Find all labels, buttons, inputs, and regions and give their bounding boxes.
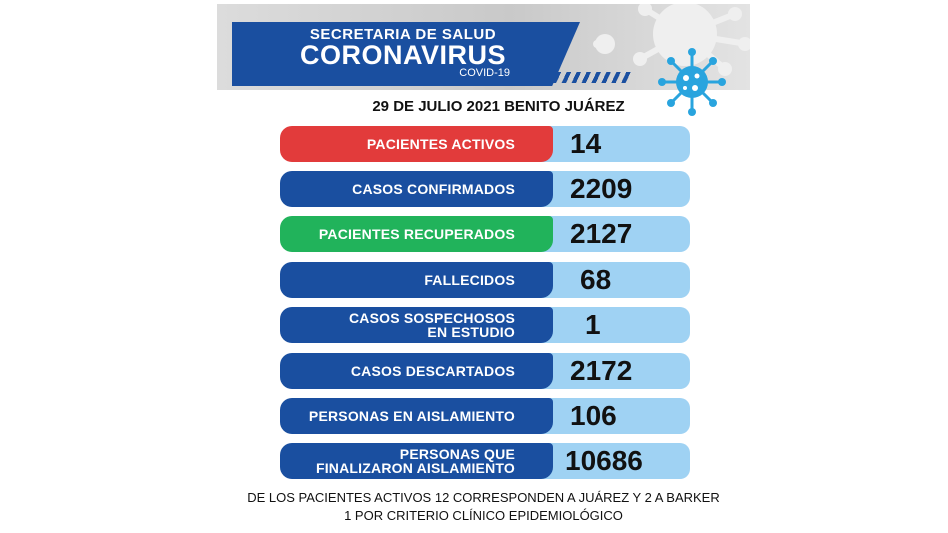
value-panel xyxy=(530,307,690,343)
stat-row-deceased: FALLECIDOS 68 xyxy=(280,262,690,298)
stat-label-line: PACIENTES RECUPERADOS xyxy=(318,226,515,242)
header-stripes-decoration xyxy=(527,72,631,83)
stat-value: 68 xyxy=(580,264,612,295)
stat-label: PERSONAS EN AISLAMIENTO xyxy=(280,398,553,434)
stat-value: 106 xyxy=(570,400,617,431)
stat-row-isolation: PERSONAS EN AISLAMIENTO 106 xyxy=(280,398,690,434)
stat-label: PACIENTES ACTIVOS xyxy=(280,126,553,162)
value-panel xyxy=(530,353,690,389)
stat-row-active: PACIENTES ACTIVOS 14 xyxy=(280,126,690,162)
stat-label-line: CASOS SOSPECHOSOS xyxy=(349,310,515,326)
stat-label: CASOS SOSPECHOSOS EN ESTUDIO xyxy=(280,307,553,343)
header-line-3: COVID-19 xyxy=(459,67,510,79)
coronavirus-background-icon xyxy=(593,4,750,76)
stat-row-confirmed: CASOS CONFIRMADOS 2209 xyxy=(280,171,690,207)
footer-note-line-2: 1 POR CRITERIO CLÍNICO EPIDEMIOLÓGICO xyxy=(344,508,623,523)
stat-label-line: PERSONAS QUE xyxy=(399,446,515,462)
virus-decoration xyxy=(585,4,750,90)
stat-row-recovered: PACIENTES RECUPERADOS 2127 xyxy=(280,216,690,252)
stat-value: 1 xyxy=(585,309,601,340)
stat-label: PACIENTES RECUPERADOS xyxy=(280,216,553,252)
stat-row-finished-isolation: PERSONAS QUE FINALIZARON AISLAMIENTO 106… xyxy=(280,443,690,479)
header-line-2: CORONAVIRUS xyxy=(299,40,506,70)
stat-label-line: FALLECIDOS xyxy=(424,272,515,288)
stat-label: CASOS CONFIRMADOS xyxy=(280,171,553,207)
stat-label-line: CASOS DESCARTADOS xyxy=(350,363,515,379)
value-panel xyxy=(530,443,690,479)
stat-value: 14 xyxy=(570,128,602,159)
date-location-heading: 29 DE JULIO 2021 BENITO JUÁREZ xyxy=(372,98,625,115)
stat-value: 2209 xyxy=(570,173,633,204)
value-panel xyxy=(530,398,690,434)
stat-row-suspected: CASOS SOSPECHOSOS EN ESTUDIO 1 xyxy=(280,307,690,343)
coronavirus-icon xyxy=(658,48,726,116)
stat-row-discarded: CASOS DESCARTADOS 2172 xyxy=(280,353,690,389)
stat-value: 2127 xyxy=(570,218,633,249)
stat-value: 2172 xyxy=(570,355,633,386)
header-title-panel xyxy=(232,22,580,86)
value-panel xyxy=(530,216,690,252)
stat-label: FALLECIDOS xyxy=(280,262,553,298)
stat-label-line: FINALIZARON AISLAMIENTO xyxy=(315,460,515,476)
stat-label-line: PACIENTES ACTIVOS xyxy=(366,136,515,152)
stat-label: CASOS DESCARTADOS xyxy=(280,353,553,389)
stat-label-line: EN ESTUDIO xyxy=(427,324,515,340)
value-panel xyxy=(530,262,690,298)
value-panel xyxy=(530,126,690,162)
footer-note-line-1: DE LOS PACIENTES ACTIVOS 12 CORRESPONDEN… xyxy=(247,490,720,505)
header-line-1: SECRETARIA DE SALUD xyxy=(309,26,497,43)
stat-label-line: PERSONAS EN AISLAMIENTO xyxy=(308,408,515,424)
stat-label-line: CASOS CONFIRMADOS xyxy=(352,181,515,197)
stat-label: PERSONAS QUE FINALIZARON AISLAMIENTO xyxy=(280,443,553,479)
value-panel xyxy=(530,171,690,207)
stat-value: 10686 xyxy=(565,445,643,476)
